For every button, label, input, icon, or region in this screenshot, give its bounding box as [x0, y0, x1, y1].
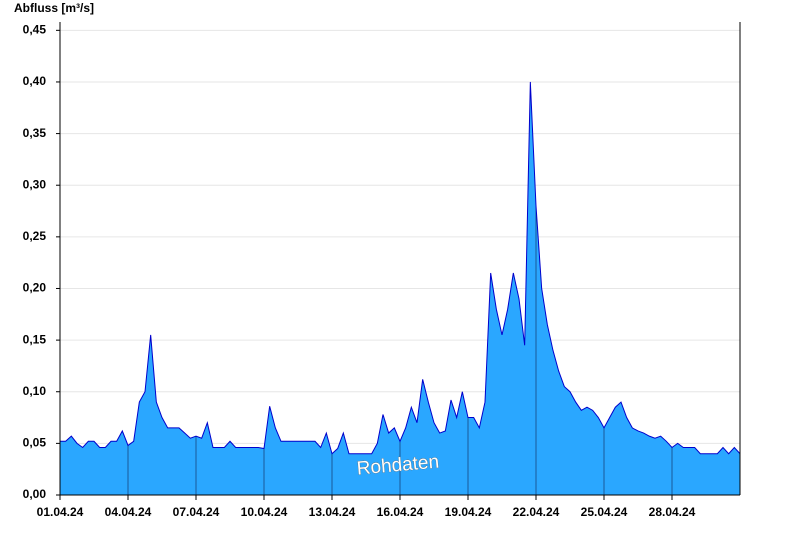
- x-tick-label: 25.04.24: [581, 505, 628, 519]
- y-tick-label: 0,15: [23, 332, 47, 346]
- area-line: [60, 81, 741, 455]
- y-tick-label: 0,25: [23, 229, 47, 243]
- x-tick-label: 13.04.24: [309, 505, 356, 519]
- y-tick-label: 0,00: [23, 487, 47, 501]
- x-tick-label: 16.04.24: [377, 505, 424, 519]
- x-tick-label: 10.04.24: [241, 505, 288, 519]
- x-tick-label: 22.04.24: [513, 505, 560, 519]
- y-tick-label: 0,45: [23, 22, 47, 36]
- x-tick-label: 19.04.24: [445, 505, 492, 519]
- y-axis-label: Abfluss [m³/s]: [14, 1, 94, 15]
- x-tick-label: 07.04.24: [173, 505, 220, 519]
- x-tick-label: 28.04.24: [649, 505, 696, 519]
- y-tick-label: 0,05: [23, 436, 47, 450]
- y-tick-label: 0,40: [23, 74, 47, 88]
- x-tick-label: 04.04.24: [105, 505, 152, 519]
- y-tick-label: 0,20: [23, 281, 47, 295]
- y-tick-label: 0,10: [23, 384, 47, 398]
- x-tick-label: 01.04.24: [37, 505, 84, 519]
- y-tick-label: 0,35: [23, 126, 47, 140]
- y-tick-label: 0,30: [23, 177, 47, 191]
